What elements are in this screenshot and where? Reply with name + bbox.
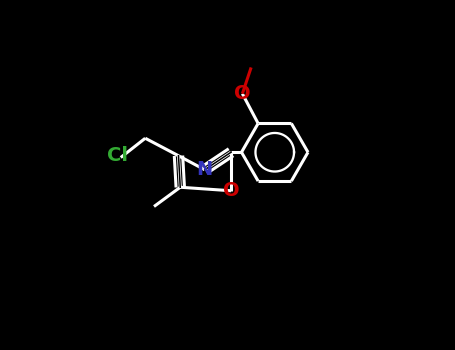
Text: O: O [222, 181, 239, 200]
Text: O: O [234, 84, 251, 103]
Text: Cl: Cl [107, 146, 128, 165]
Text: N: N [197, 160, 213, 179]
